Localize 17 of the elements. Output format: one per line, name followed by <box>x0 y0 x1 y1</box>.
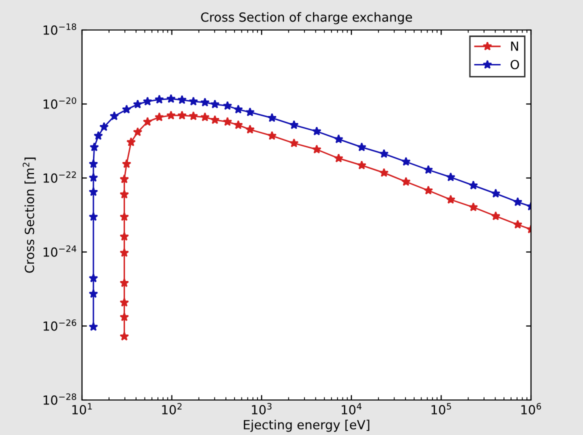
y-tick-label: 10$^{−18}$ <box>44 23 76 35</box>
x-tick-label: 10$^{3}$ <box>252 402 272 414</box>
legend-label: N <box>511 42 518 51</box>
y-tick-label: 10$^{−20}$ <box>44 97 76 109</box>
x-axis-title: Ejecting energy [eV] <box>244 420 370 432</box>
y-axis-title: Cross Section [m$^{2}$] <box>22 158 36 273</box>
x-tick-label: 10$^{1}$ <box>72 403 92 414</box>
y-tick-label: 10$^{−24}$ <box>44 245 76 257</box>
y-tick-label: 10$^{−28}$ <box>44 393 76 405</box>
x-tick-label: 10$^{2}$ <box>162 402 182 414</box>
x-tick-label: 10$^{4}$ <box>342 403 362 414</box>
chart-title: Cross Section of charge exchange <box>201 12 412 24</box>
y-tick-label: 10$^{−22}$ <box>44 171 76 183</box>
x-tick-label: 10$^{5}$ <box>432 403 452 414</box>
legend-label: O <box>510 60 520 70</box>
x-tick-label: 10$^{6}$ <box>521 402 542 414</box>
y-tick-label: 10$^{−26}$ <box>44 319 76 331</box>
